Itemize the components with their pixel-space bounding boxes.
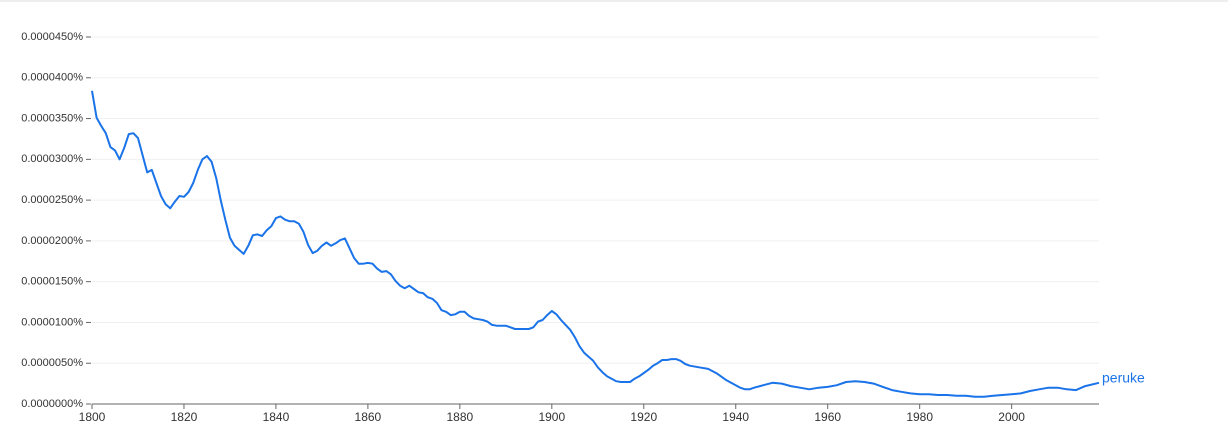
x-tick-label: 2000 bbox=[998, 410, 1025, 424]
y-tick-label: 0.0000250% bbox=[21, 194, 83, 206]
x-tick-label: 1840 bbox=[263, 410, 290, 424]
y-tick-label: 0.0000000% bbox=[21, 398, 83, 410]
x-tick-label: 1960 bbox=[814, 410, 841, 424]
y-tick-label: 0.0000150% bbox=[21, 276, 83, 288]
y-tick-label: 0.0000400% bbox=[21, 72, 83, 84]
x-tick-label: 1980 bbox=[906, 410, 933, 424]
x-tick-label: 1880 bbox=[447, 410, 474, 424]
x-tick-label: 1920 bbox=[630, 410, 657, 424]
series-label: peruke bbox=[1102, 369, 1145, 385]
y-tick-label: 0.0000350% bbox=[21, 112, 83, 124]
x-tick-label: 1900 bbox=[538, 410, 565, 424]
series-line bbox=[91, 90, 1100, 398]
y-tick-label: 0.0000200% bbox=[21, 235, 83, 247]
y-tick-label: 0.0000100% bbox=[21, 316, 83, 328]
x-tick-label: 1820 bbox=[171, 410, 198, 424]
y-tick-label: 0.0000300% bbox=[21, 153, 83, 165]
x-tick-label: 1860 bbox=[355, 410, 382, 424]
x-tick-label: 1800 bbox=[79, 410, 106, 424]
x-tick-label: 1940 bbox=[722, 410, 749, 424]
y-tick-label: 0.0000450% bbox=[21, 31, 83, 43]
y-tick-label: 0.0000050% bbox=[21, 357, 83, 369]
